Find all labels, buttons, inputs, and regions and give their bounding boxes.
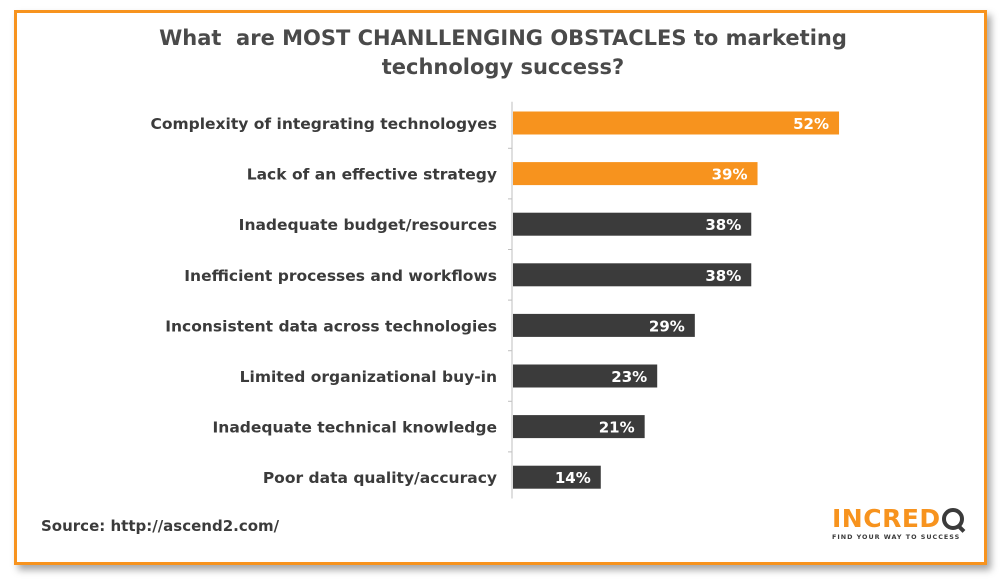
data-label: 38% — [705, 216, 741, 234]
bar — [513, 313, 695, 337]
category-label: Complexity of integrating technologyes — [150, 115, 497, 133]
bar — [513, 364, 658, 388]
bar — [513, 465, 601, 489]
category-label: Limited organizational buy-in — [240, 368, 497, 386]
category-label: Poor data quality/accuracy — [263, 469, 497, 487]
chart-frame — [14, 10, 987, 565]
data-label: 52% — [793, 115, 829, 133]
logo-wordmark: INCRED — [832, 506, 972, 532]
logo-word-text: INCRED — [832, 504, 941, 533]
source-citation: Source: http://ascend2.com/ — [41, 517, 280, 535]
bar — [513, 212, 752, 236]
bar — [513, 415, 645, 439]
bar — [513, 263, 752, 287]
bar — [513, 111, 840, 135]
category-label: Inconsistent data across technologies — [165, 317, 497, 335]
data-label: 23% — [611, 368, 647, 386]
incredo-logo: INCRED FIND YOUR WAY TO SUCCESS — [832, 506, 972, 541]
category-label: Inadequate technical knowledge — [213, 419, 497, 437]
category-label: Inefficient processes and workflows — [184, 267, 497, 285]
data-label: 38% — [705, 267, 741, 285]
magnifier-icon — [941, 508, 964, 530]
chart-title: What are MOST CHANLLENGING OBSTACLES to … — [159, 26, 847, 79]
data-label: 21% — [599, 419, 635, 437]
data-label: 39% — [712, 166, 748, 184]
data-label: 14% — [555, 469, 591, 487]
data-label: 29% — [649, 317, 685, 335]
category-label: Lack of an effective strategy — [247, 166, 497, 184]
logo-tagline: FIND YOUR WAY TO SUCCESS — [832, 533, 961, 541]
bar — [513, 162, 758, 186]
category-label: Inadequate budget/resources — [239, 216, 497, 234]
